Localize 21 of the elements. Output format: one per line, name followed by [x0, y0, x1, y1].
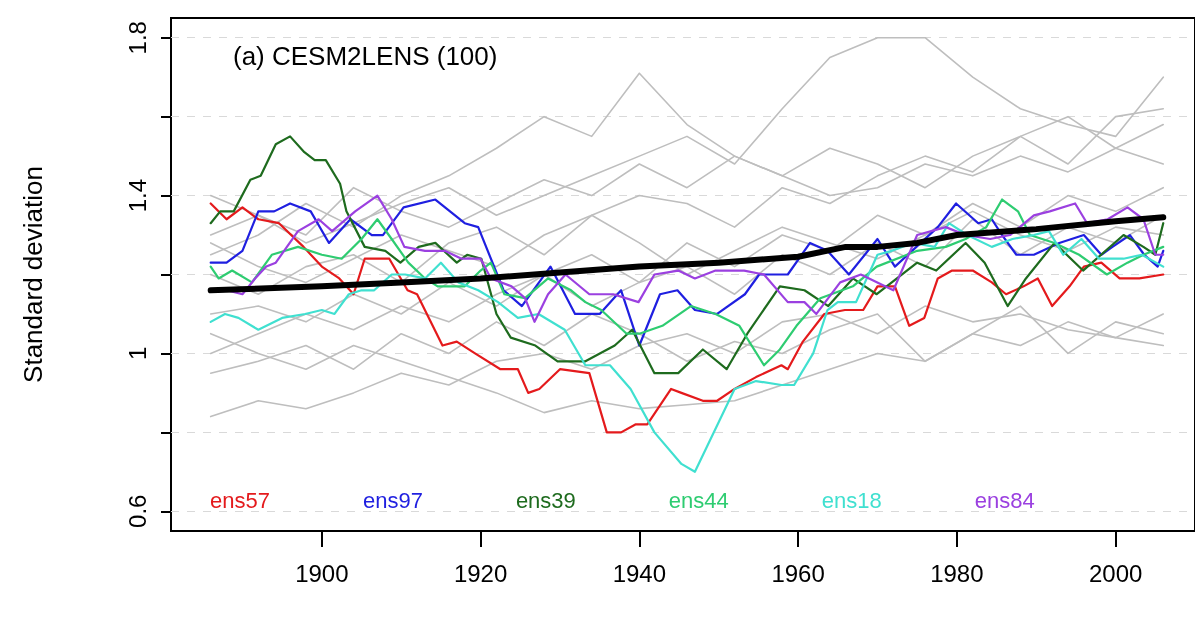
x-tick-label: 1900	[295, 559, 349, 587]
x-tick-label: 1980	[930, 559, 984, 587]
text: ens84	[974, 487, 1035, 513]
y-tick-label: 0.6	[123, 494, 151, 528]
text: ens57	[210, 487, 270, 513]
y-tick-label: 1.4	[123, 178, 151, 213]
line-series	[209, 135, 1165, 375]
text: ens39	[515, 487, 576, 513]
y-tick-label: 1.8	[123, 21, 151, 55]
x-tick-label: 2000	[1088, 559, 1143, 587]
x-tick-label: 1940	[612, 559, 667, 587]
x-tick-label: 1960	[771, 559, 825, 587]
text: (a) CESM2LENS (100)	[233, 41, 498, 71]
line-series	[209, 202, 1165, 434]
text: ens44	[668, 487, 729, 513]
y-axis-title: Standard deviation	[18, 166, 48, 383]
text: ens97	[362, 487, 423, 513]
line-series	[209, 222, 1165, 473]
x-tick-label: 1920	[453, 559, 508, 587]
text: ens18	[821, 487, 882, 513]
y-tick-label: 1	[123, 346, 151, 361]
